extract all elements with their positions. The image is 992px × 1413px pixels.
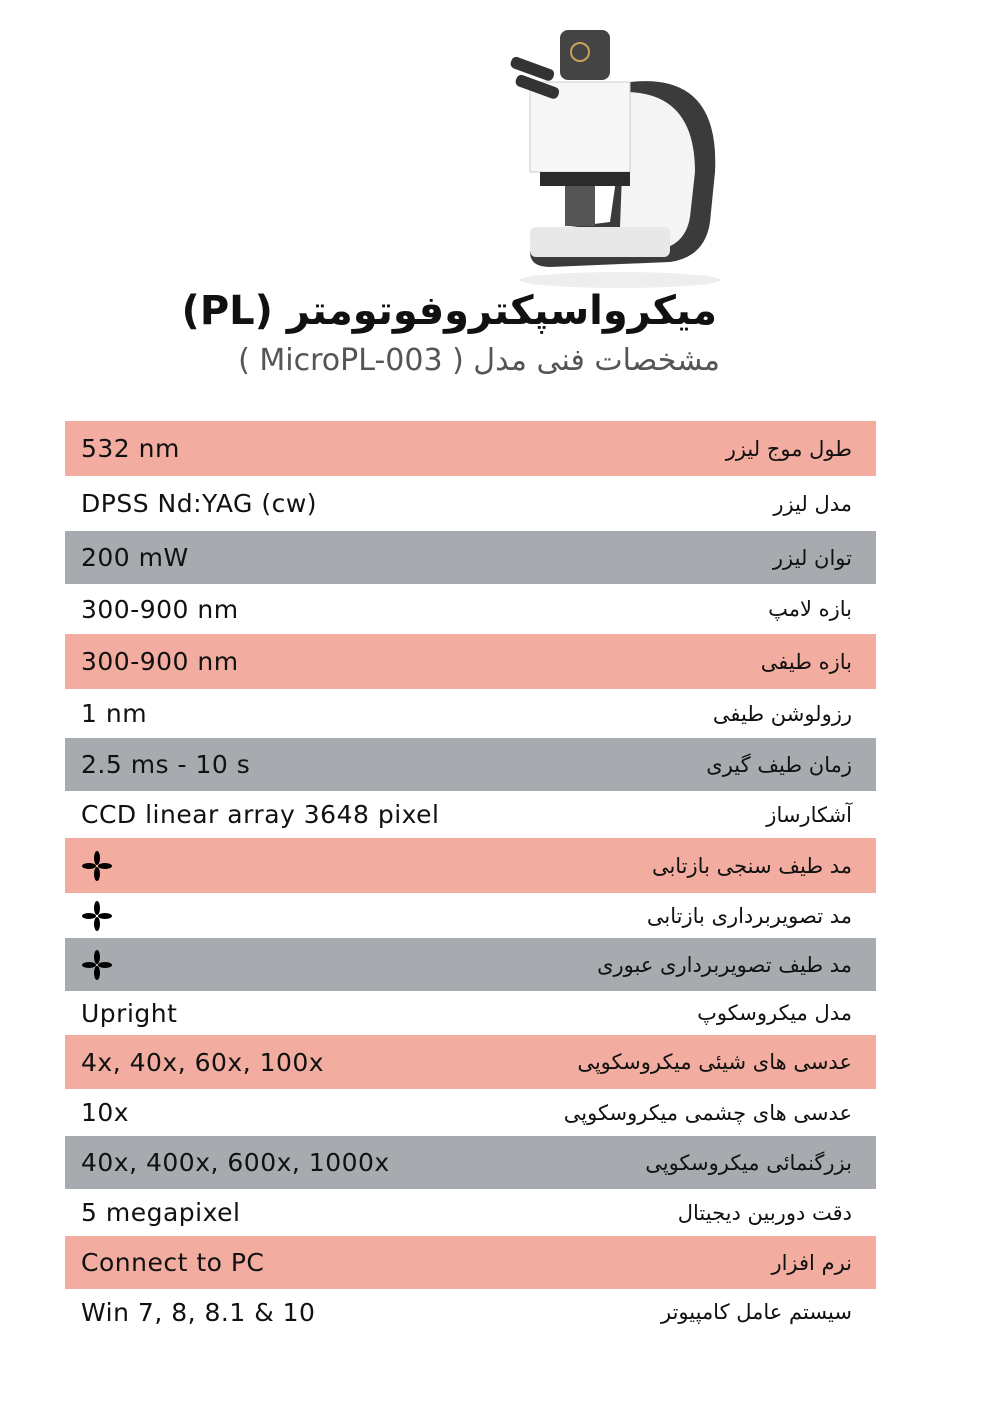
spec-label: مدل لیزر (773, 491, 852, 516)
spec-label: طول موج لیزر (725, 436, 852, 461)
spec-label: توان لیزر (772, 545, 852, 570)
spec-value: Win 7, 8, 8.1 & 10 (81, 1297, 316, 1327)
spec-value: 1 nm (81, 699, 148, 728)
spec-row: CCD linear array 3648 pixel آشکارساز (65, 791, 876, 838)
spec-row: DPSS Nd:YAG (cw) مدل لیزر (65, 476, 876, 531)
spec-value: 5 megapixel (81, 1198, 241, 1227)
spec-value: 4x, 40x, 60x, 100x (81, 1047, 325, 1077)
spec-label: دقت دوربین دیجیتال (677, 1200, 852, 1225)
spec-row: 300-900 nm بازه طیفی (65, 634, 876, 689)
spec-value: 200 mW (81, 543, 189, 572)
spec-row: 2.5 ms - 10 s زمان طیف گیری (65, 738, 876, 791)
spec-table: 532 nm طول موج لیزر DPSS Nd:YAG (cw) مدل لی… (65, 421, 876, 1335)
spec-value: 532 nm (81, 434, 180, 463)
spec-value: CCD linear array 3648 pixel (81, 800, 440, 829)
spec-label: زمان طیف گیری (706, 752, 852, 777)
spec-row: مد طیف سنجی بازتابی (65, 838, 876, 893)
spec-row: مد طیف تصویربرداری عبوری (65, 938, 876, 991)
microscope-image (510, 30, 720, 288)
spec-label: مد طیف سنجی بازتابی (651, 853, 852, 878)
spec-label: بزرگنمائی میکروسکوپی (645, 1150, 852, 1175)
spec-label: عدسی های چشمی میکروسکوپی (563, 1100, 852, 1125)
spec-value: 40x, 400x, 600x, 1000x (81, 1148, 390, 1177)
spec-label: رزولوشن طیفی (712, 701, 852, 726)
spec-value: 2.5 ms - 10 s (81, 750, 251, 779)
spec-value: 300-900 nm (81, 594, 239, 624)
spec-value: Upright (81, 998, 178, 1028)
spec-label: بازه طیفی (760, 649, 852, 674)
spec-label: نرم افزار (771, 1250, 852, 1275)
spec-label: مد تصویربرداری بازتابی (646, 903, 852, 928)
spec-label: عدسی های شیئی میکروسکوپی (577, 1050, 852, 1074)
spec-row: 40x, 400x, 600x, 1000x بزرگنمائی میکروسکو… (65, 1136, 876, 1189)
four-point-star-icon (82, 850, 112, 881)
spec-value: DPSS Nd:YAG (cw) (81, 489, 318, 518)
spec-value: 10x (81, 1098, 130, 1127)
spec-row: Connect to PC نرم افزار (65, 1236, 876, 1289)
spec-row: 4x, 40x, 60x, 100x عدسی های شیئی میکروسکو… (65, 1035, 876, 1089)
spec-row: 5 megapixel دقت دوربین دیجیتال (65, 1189, 876, 1236)
page-subtitle: مشخصات فنی مدل ( MicroPL-003 ) (238, 343, 720, 378)
four-point-star-icon (82, 949, 112, 980)
page-title: میکرواسپکتروفوتومتر (PL) (181, 288, 717, 334)
spec-label: سیستم عامل کامپیوتر (660, 1300, 852, 1324)
spec-value: 300-900 nm (81, 647, 239, 676)
spec-row: Upright مدل میکروسکوپ (65, 991, 876, 1035)
spec-row: مد تصویربرداری بازتابی (65, 893, 876, 938)
spec-label: آشکارساز (766, 802, 852, 827)
spec-row: 532 nm طول موج لیزر (65, 421, 876, 476)
spec-label: بازه لامپ (768, 597, 852, 621)
spec-row: 200 mW توان لیزر (65, 531, 876, 584)
spec-row: 1 nm رزولوشن طیفی (65, 689, 876, 738)
four-point-star-icon (82, 900, 112, 931)
spec-row: Win 7, 8, 8.1 & 10 سیستم عامل کامپیوتر (65, 1289, 876, 1335)
spec-value: Connect to PC (81, 1248, 265, 1277)
spec-row: 300-900 nm بازه لامپ (65, 584, 876, 634)
spec-row: 10x عدسی های چشمی میکروسکوپی (65, 1089, 876, 1136)
spec-label: مدل میکروسکوپ (697, 1001, 852, 1025)
spec-label: مد طیف تصویربرداری عبوری (597, 952, 852, 977)
